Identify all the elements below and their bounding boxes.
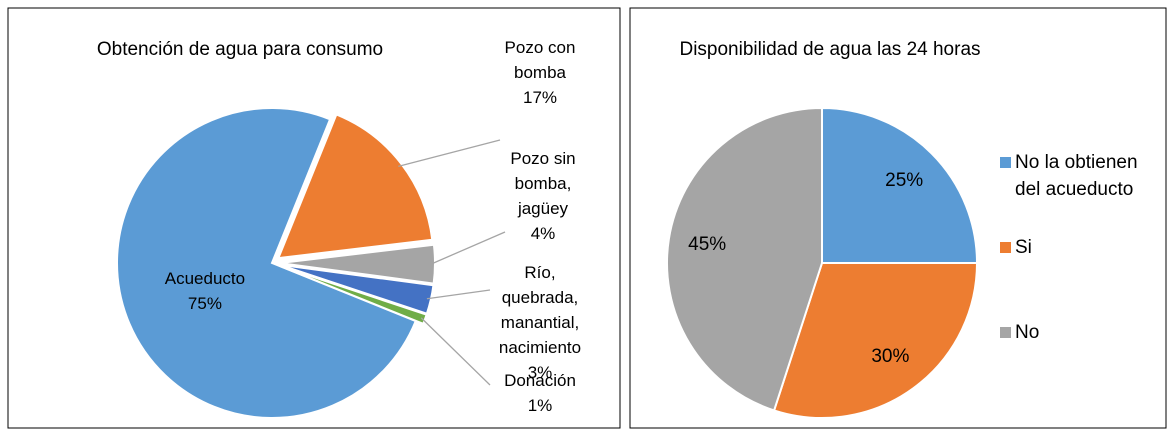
- slice-value: 1%: [527, 396, 553, 415]
- leader-line: [398, 139, 501, 168]
- leader-line: [430, 231, 506, 265]
- pie-slice: [821, 106, 979, 264]
- data-label: 30%: [871, 346, 909, 367]
- pie-slice: [279, 264, 428, 326]
- leader-line: [426, 289, 491, 300]
- data-label: 25%: [885, 170, 923, 191]
- frame-left: [7, 7, 621, 429]
- frame-right: [629, 7, 1167, 429]
- slice-label: Pozo con bomba 17%: [488, 35, 592, 110]
- slice-name: Pozo con bomba: [504, 38, 576, 82]
- leader-line: [420, 317, 491, 386]
- pie-slice: [666, 106, 823, 412]
- legend-swatch: [1000, 327, 1011, 338]
- pie-slice: [279, 243, 436, 285]
- slice-label: Donación 1%: [488, 368, 592, 418]
- pie-slice: [276, 113, 434, 260]
- legend-swatch: [1000, 242, 1011, 253]
- data-label: 45%: [688, 234, 726, 255]
- legend-label: Si: [1015, 237, 1032, 258]
- slice-value: 75%: [187, 294, 222, 314]
- slice-name: Pozo sin bomba, jagüey: [510, 149, 576, 218]
- slice-value: 3%: [527, 363, 553, 382]
- slice-label: Acueducto 75%: [153, 266, 257, 316]
- slice-label: Pozo sin bomba, jagüey 4%: [491, 146, 595, 246]
- slice-value: 17%: [522, 88, 558, 107]
- pie-slice: [772, 262, 979, 419]
- slice-name: Acueducto: [164, 269, 246, 289]
- pie-slice: [116, 107, 418, 419]
- slice-value: 4%: [530, 224, 556, 243]
- pie-slice: [279, 263, 435, 315]
- legend-label: No: [1015, 322, 1040, 343]
- chart-title: Obtención de agua para consumo: [97, 39, 383, 60]
- slice-name: Donación: [504, 371, 576, 390]
- legend-label: No la obtienen del acueducto: [1015, 152, 1138, 200]
- legend-swatch: [1000, 157, 1011, 168]
- slice-name: Río, quebrada, manantial, nacimiento: [498, 263, 582, 357]
- slice-label: Río, quebrada, manantial, nacimiento 3%: [488, 260, 592, 385]
- chart-title: Disponibilidad de agua las 24 horas: [679, 39, 980, 60]
